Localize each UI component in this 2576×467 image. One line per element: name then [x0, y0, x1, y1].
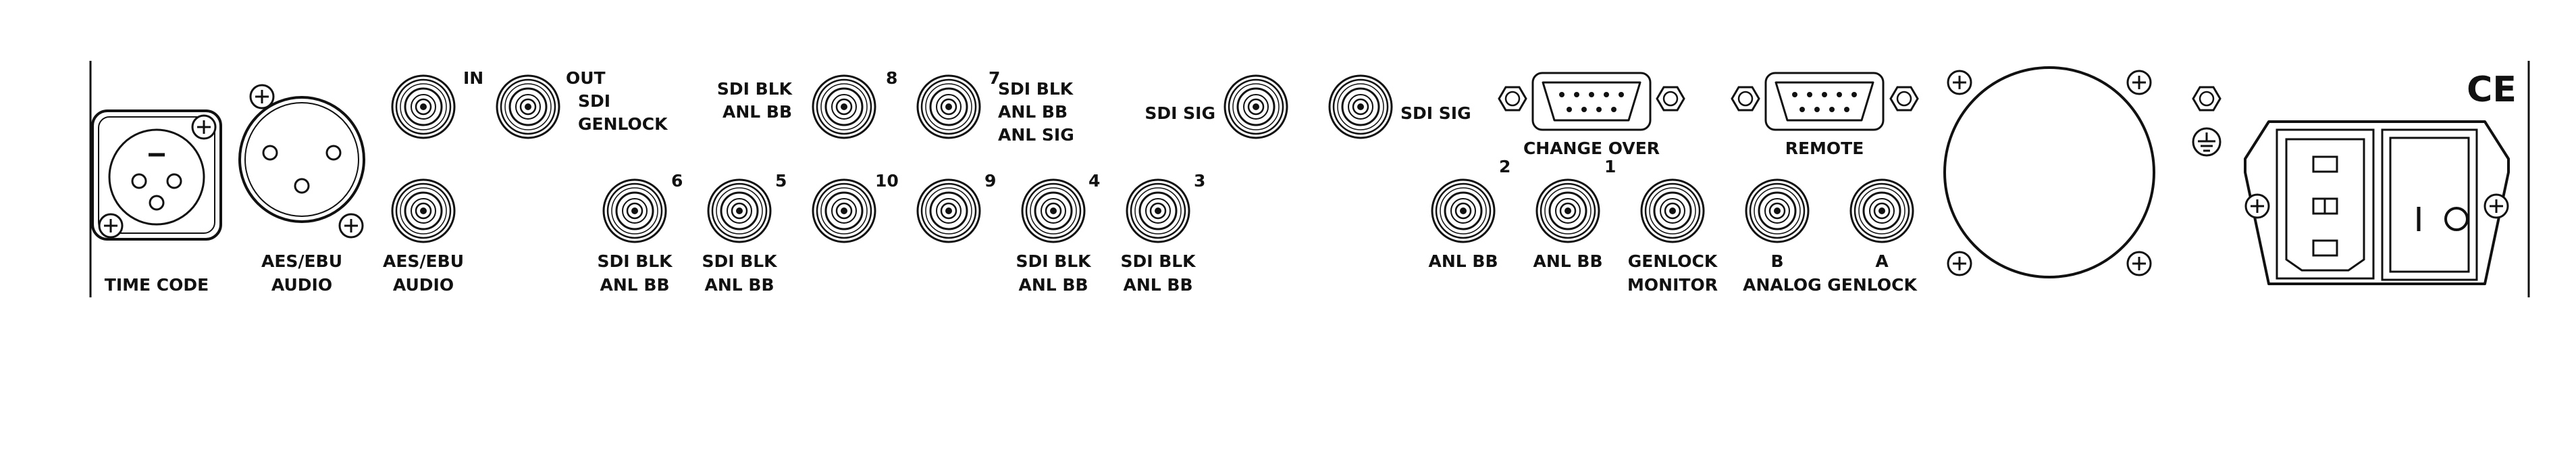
- bnc-anl-bb-2: [1431, 178, 1496, 243]
- label-genlock-monitor-2: MONITOR: [1627, 275, 1718, 295]
- label-anl-bb-3: ANL BB: [1123, 275, 1192, 295]
- label-sdi: SDI: [578, 91, 610, 111]
- ce-mark: CE: [2467, 70, 2517, 110]
- label-num-5: 5: [775, 171, 787, 191]
- label-anl-bb-8: ANL BB: [722, 102, 792, 122]
- bnc-analog-genlock-a: [1849, 178, 1914, 243]
- label-num-10: 10: [875, 171, 899, 191]
- fan-cutout: [1943, 66, 2155, 278]
- label-anl-bb-5: ANL BB: [704, 275, 774, 295]
- label-in: IN: [463, 68, 483, 88]
- bnc-sdi-blk-3: [1126, 178, 1190, 243]
- label-num-2: 2: [1499, 157, 1510, 176]
- label-num-4: 4: [1088, 171, 1100, 191]
- label-num-9: 9: [984, 171, 996, 191]
- label-sdi-sig-left: SDI SIG: [1145, 103, 1215, 123]
- label-anl-bb-1: ANL BB: [1533, 251, 1602, 271]
- remote-dsub-connector: [1731, 72, 1919, 131]
- label-anl-bb-2: ANL BB: [1428, 251, 1498, 271]
- bnc-analog-genlock-b: [1745, 178, 1810, 243]
- bnc-sdi-blk-5: [707, 178, 772, 243]
- change-over-dsub-connector: [1498, 72, 1685, 131]
- label-change-over: CHANGE OVER: [1523, 139, 1660, 158]
- bnc-sdi-blk-4: [1021, 178, 1086, 243]
- bnc-aes-ebu-audio: [391, 178, 456, 243]
- label-aes-ebu: AES/EBU: [261, 251, 342, 271]
- label-anl-bb-4: ANL BB: [1018, 275, 1088, 295]
- bnc-sdi-blk-8: [812, 74, 876, 139]
- label-a: A: [1875, 251, 1889, 271]
- bnc-anl-bb-1: [1535, 178, 1600, 243]
- power-inlet-module: [2244, 120, 2510, 285]
- label-num-1: 1: [1604, 157, 1616, 176]
- label-num-3: 3: [1194, 171, 1205, 191]
- label-sdi-blk-4: SDI BLK: [1016, 251, 1092, 271]
- label-anl-bb-6: ANL BB: [600, 275, 669, 295]
- label-num-8: 8: [886, 68, 897, 88]
- label-out: OUT: [566, 68, 606, 88]
- label-remote: REMOTE: [1785, 139, 1864, 158]
- ground-terminal: [2192, 86, 2222, 157]
- label-anl-bb-7: ANL BB: [998, 102, 1068, 122]
- bnc-sdi-blk-6: [602, 178, 667, 243]
- label-sdi-blk-7: SDI BLK: [998, 79, 1074, 99]
- bnc-sdi-blk-7: [916, 74, 981, 139]
- label-b: B: [1770, 251, 1783, 271]
- label-sdi-blk-3: SDI BLK: [1120, 251, 1197, 271]
- bnc-genlock-monitor: [1640, 178, 1705, 243]
- label-sdi-sig-right: SDI SIG: [1400, 103, 1471, 123]
- bnc-sdi-blk-10: [812, 178, 876, 243]
- aes-ebu-audio-xlr-connector: [238, 84, 365, 239]
- bnc-genlock-out: [496, 74, 560, 139]
- label-aes-ebu-2: AES/EBU: [383, 251, 464, 271]
- bnc-sdi-sig-left: [1224, 74, 1288, 139]
- time-code-xlr-connector: [91, 109, 222, 241]
- label-sdi-blk-8: SDI BLK: [717, 79, 793, 99]
- label-audio-2: AUDIO: [393, 275, 454, 295]
- label-genlock: GENLOCK: [578, 114, 668, 134]
- label-genlock-monitor-1: GENLOCK: [1628, 251, 1718, 271]
- label-audio: AUDIO: [271, 275, 332, 295]
- label-sdi-blk-5: SDI BLK: [702, 251, 778, 271]
- bnc-genlock-in: [391, 74, 456, 139]
- label-num-6: 6: [671, 171, 683, 191]
- label-sdi-blk-6: SDI BLK: [597, 251, 673, 271]
- label-time-code: TIME CODE: [105, 275, 209, 295]
- label-analog-genlock: ANALOG GENLOCK: [1743, 275, 1918, 295]
- label-num-7: 7: [989, 68, 1000, 88]
- label-anl-sig-7: ANL SIG: [998, 125, 1074, 145]
- bnc-sdi-sig-right: [1328, 74, 1393, 139]
- panel-frame: [89, 61, 2530, 297]
- bnc-sdi-blk-9: [916, 178, 981, 243]
